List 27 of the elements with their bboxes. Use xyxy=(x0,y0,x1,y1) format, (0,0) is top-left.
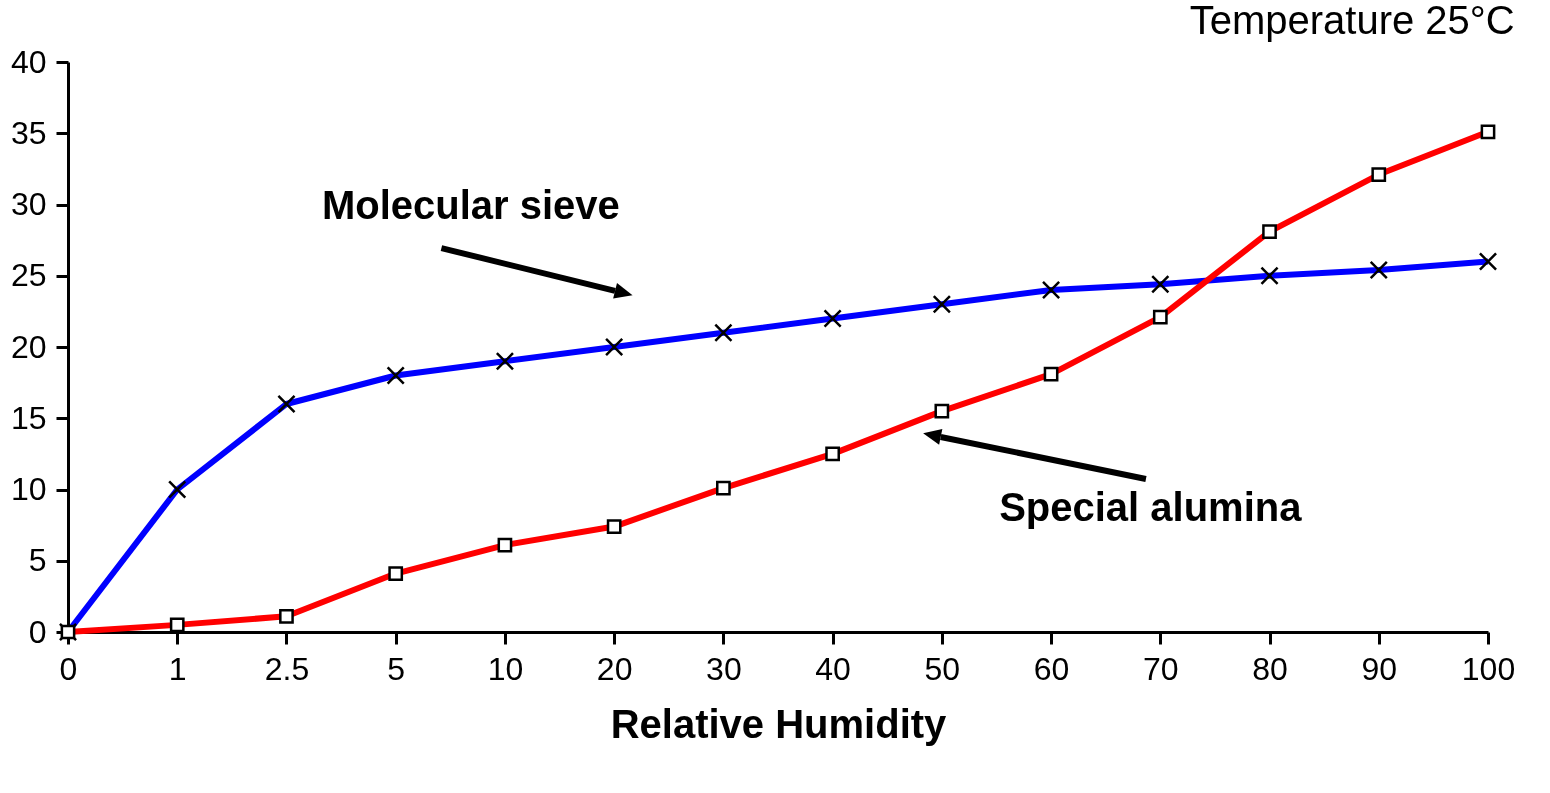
y-tick-label: 40 xyxy=(10,43,47,80)
x-axis-title: Relative Humidity xyxy=(610,701,948,746)
text: Special alumina xyxy=(999,484,1303,529)
y-tick-label: 30 xyxy=(10,186,47,222)
x-tick-label: 10 xyxy=(487,650,524,687)
y-tick-label: 0 xyxy=(28,613,47,650)
text: Molecular sieve xyxy=(321,182,620,227)
x-tick-label: 1 xyxy=(168,650,187,687)
y-tick-label: 25 xyxy=(10,257,47,294)
x-tick-label: 60 xyxy=(1033,650,1070,687)
x-tick-label: 0 xyxy=(59,650,78,687)
y-tick-label: 15 xyxy=(10,399,47,436)
x-tick-label: 70 xyxy=(1143,650,1179,687)
x-tick-label: 5 xyxy=(387,650,406,687)
x-tick-label: 100 xyxy=(1461,650,1516,687)
y-tick-label: 5 xyxy=(28,542,47,579)
x-tick-label: 50 xyxy=(924,650,961,687)
x-tick-label: 90 xyxy=(1361,650,1398,687)
x-tick-label: 30 xyxy=(706,650,742,687)
x-tick-label: 80 xyxy=(1252,650,1288,687)
y-tick-label: 35 xyxy=(10,114,47,151)
x-tick-label: 40 xyxy=(815,650,851,687)
y-tick-label: 10 xyxy=(10,471,47,507)
chart-title: Temperature 25°C xyxy=(1189,0,1515,42)
y-tick-label: 20 xyxy=(10,328,47,365)
x-tick-label: 2.5 xyxy=(264,650,310,687)
x-tick-label: 20 xyxy=(596,650,633,687)
